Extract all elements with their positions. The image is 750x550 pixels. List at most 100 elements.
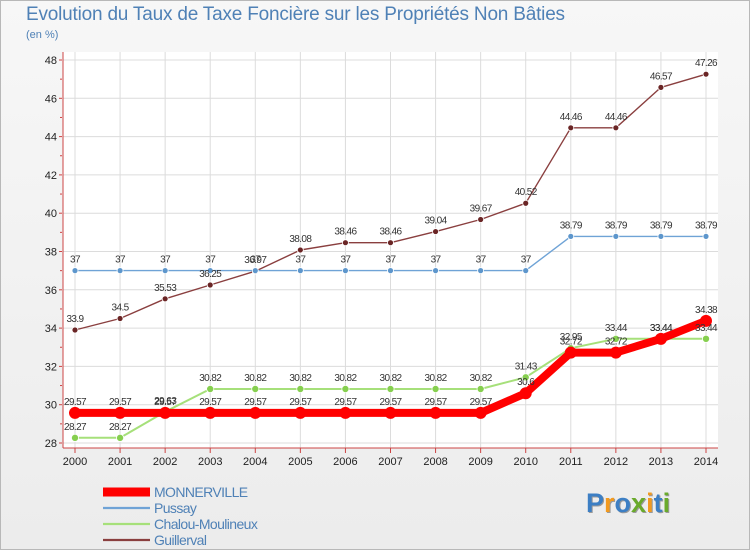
y-tick-label: 28 [45,438,57,450]
data-point [341,384,350,393]
legend-label: Pussay [154,500,197,516]
data-label: 37 [476,255,487,266]
y-tick-label: 32 [45,361,57,373]
x-tick-label: 2010 [513,456,537,468]
data-point [564,346,577,359]
x-tick-label: 2006 [333,456,357,468]
data-point [161,267,169,275]
data-point [206,267,214,275]
data-label: 32.95 [560,332,583,343]
data-point [71,326,79,334]
data-point [342,239,349,247]
proxiti-logo-letter: i [662,488,671,518]
x-tick-label: 2003 [198,456,222,468]
data-label: 33.44 [650,323,673,334]
y-tick-label: 36 [45,285,57,297]
data-label: 37 [160,255,171,266]
x-tick-label: 2000 [63,456,87,468]
data-label: 37 [250,255,261,266]
data-point [611,334,620,343]
chart-subtitle: (en %) [26,29,59,41]
data-point [387,267,394,275]
data-label: 36.97 [244,255,267,266]
data-point [612,232,620,240]
y-tick-label: 46 [45,93,57,105]
x-tick-label: 2005 [288,456,312,468]
data-label: 28.27 [64,422,87,433]
x-tick-label: 2002 [153,456,177,468]
data-label: 29.57 [289,397,312,408]
data-label: 38.79 [650,220,673,231]
data-label: 39.67 [470,204,493,215]
data-label: 34.5 [112,303,130,314]
legend: MONNERVILLEPussayChalou-MoulineuxGuiller… [103,484,258,548]
data-point [477,267,485,275]
data-label: 36.25 [199,269,222,280]
data-label: 33.9 [66,314,84,325]
y-tick-label: 40 [45,208,57,220]
data-point [206,281,214,289]
data-point [429,406,442,419]
series-monnerville [69,314,712,419]
data-label: 35.53 [154,283,177,294]
data-point [71,433,80,442]
x-tick-label: 2009 [468,456,492,468]
y-tick-label: 30 [45,400,57,412]
data-label: 38.46 [334,227,357,238]
legend-label: Guillerval [154,532,207,548]
data-point [249,406,262,419]
series-pussay [71,232,710,275]
data-label: 29.57 [199,397,222,408]
x-tick-label: 2014 [694,456,718,468]
y-tick-label: 38 [45,247,57,259]
series-guillerval [71,70,710,334]
data-point [339,406,352,419]
data-label: 34.38 [695,305,718,316]
data-label: 30.82 [199,373,222,384]
data-label: 30.6 [517,377,535,388]
data-point [296,384,305,393]
data-label: 37 [205,255,216,266]
chart-title: Evolution du Taux de Taxe Foncière sur l… [26,4,565,25]
data-point [657,83,665,91]
data-point [657,232,665,240]
data-point [431,384,440,393]
proxiti-logo-letter: o [614,488,632,518]
y-tick-label: 34 [45,323,57,335]
data-point [612,124,620,132]
data-point [386,384,395,393]
x-tick-label: 2001 [108,456,132,468]
data-label: 38.79 [605,220,628,231]
data-label: 38.79 [560,220,583,231]
data-label: 29.63 [154,396,177,407]
data-point [71,267,79,275]
data-label: 29.57 [64,397,87,408]
proxiti-logo: Proxiti [586,488,670,519]
data-label: 37 [340,255,351,266]
data-label: 30.82 [470,373,493,384]
data-label: 29.57 [470,397,493,408]
x-tick-label: 2013 [649,456,673,468]
proxiti-logo-letter: P [586,488,605,518]
data-label: 29.57 [109,397,132,408]
data-point [342,267,349,275]
data-point [206,384,215,393]
x-tick-label: 2008 [423,456,447,468]
data-label: 30.82 [289,373,312,384]
data-point [474,406,487,419]
data-label: 28.27 [109,422,132,433]
y-tick-label: 48 [45,55,57,67]
data-point [702,334,711,343]
data-point [387,239,394,247]
data-point [567,124,575,132]
proxiti-logo-letter: t [653,488,663,518]
data-label: 30.82 [379,373,402,384]
data-label: 39.04 [425,216,448,227]
data-label: 29.57 [154,397,177,408]
data-point [702,70,710,78]
data-point [567,232,575,240]
legend-label: MONNERVILLE [154,484,248,500]
x-tick-label: 2007 [378,456,402,468]
data-label: 29.57 [334,397,357,408]
